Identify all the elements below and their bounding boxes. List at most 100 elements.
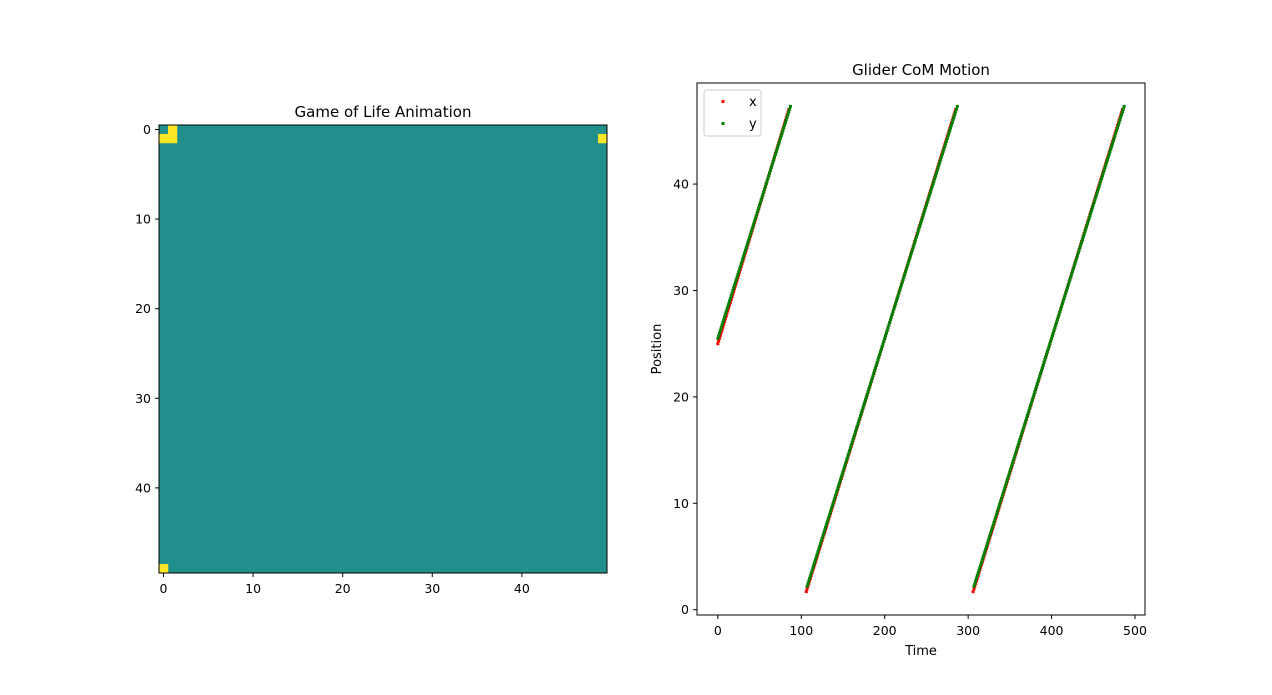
scatter-point-y <box>868 384 872 388</box>
scatter-point-y <box>733 283 737 287</box>
scatter-point-y <box>928 192 932 196</box>
scatter-point-y <box>784 118 788 122</box>
scatter-point-y <box>888 320 892 324</box>
scatter-point-y <box>863 400 867 404</box>
scatter-point-y <box>753 216 757 220</box>
scatter-point-y <box>922 211 926 215</box>
scatter-point-y <box>1001 491 1005 495</box>
scatter-point-y <box>884 334 888 338</box>
scatter-point-y <box>829 507 833 511</box>
scatter-point-y <box>747 238 751 242</box>
scatter-point-y <box>1093 198 1097 202</box>
scatter-point-y <box>838 480 842 484</box>
scatter-point-y <box>1054 323 1058 327</box>
scatter-point-y <box>920 216 924 220</box>
scatter-point-y <box>738 267 742 271</box>
scatter-point-y <box>1075 254 1079 258</box>
scatter-point-y <box>1061 299 1065 303</box>
scatter-point-y <box>1070 270 1074 274</box>
scatter-point-y <box>717 334 721 338</box>
scatter-point-y <box>934 174 938 178</box>
heatmap-y-tick-label: 30 <box>135 391 151 406</box>
scatter-point-y <box>972 584 976 588</box>
heatmap-x-tick-label: 20 <box>335 581 351 596</box>
scatter-point-y <box>860 408 864 412</box>
scatter-point-y <box>989 528 993 532</box>
scatter-point-y <box>939 155 943 159</box>
scatter-point-y <box>918 224 922 228</box>
scatter-point-y <box>938 160 942 164</box>
scatter-point-y <box>1090 206 1094 210</box>
scatter-point-y <box>924 206 928 210</box>
scatter-point-y <box>1040 368 1044 372</box>
scatter-point-y <box>728 296 732 300</box>
scatter-point-y <box>948 128 952 132</box>
scatter-point-y <box>782 126 786 130</box>
scatter-point-y <box>772 158 776 162</box>
scatter-point-y <box>1025 414 1029 418</box>
scatter-point-y <box>1100 176 1104 180</box>
scatter-point-y <box>1080 238 1084 242</box>
scatter-point-y <box>746 240 750 244</box>
scatter-point-y <box>1005 478 1009 482</box>
scatter-point-y <box>730 291 734 295</box>
scatter-point-y <box>865 392 869 396</box>
scatter-point-y <box>1035 382 1039 386</box>
scatter-point-y <box>877 355 881 359</box>
scatter-point-y <box>981 555 985 559</box>
scatter-point-y <box>1019 435 1023 439</box>
scatter-point-y <box>916 230 920 234</box>
scatter-point-y <box>748 232 752 236</box>
scatter-point-y <box>933 176 937 180</box>
scatter-point-y <box>1082 232 1086 236</box>
scatter-point-y <box>840 472 844 476</box>
scatter-point-y <box>1098 182 1102 186</box>
scatter-point-y <box>911 246 915 250</box>
scatter-point-y <box>1057 312 1061 316</box>
scatter-point-y <box>779 134 783 138</box>
scatter-point-y <box>1015 446 1019 450</box>
scatter-point-y <box>979 563 983 567</box>
scatter-point-y <box>929 190 933 194</box>
scatter-y-tick-label: 0 <box>681 602 689 617</box>
scatter-y-tick-label: 20 <box>673 389 689 404</box>
scatter-point-y <box>1010 464 1014 468</box>
scatter-point-y <box>726 304 730 308</box>
scatter-point-y <box>995 510 999 514</box>
scatter-point-y <box>871 374 875 378</box>
scatter-point-y <box>1028 406 1032 410</box>
scatter-point-y <box>1117 120 1121 124</box>
scatter-point-y <box>870 376 874 380</box>
scatter-point-y <box>1058 310 1062 314</box>
scatter-point-y <box>1060 302 1064 306</box>
scatter-point-y <box>1030 400 1034 404</box>
scatter-point-y <box>741 256 745 260</box>
scatter-point-y <box>1029 403 1033 407</box>
scatter-point-y <box>991 523 995 527</box>
scatter-point-y <box>1087 216 1091 220</box>
legend-x-marker <box>721 100 725 103</box>
scatter-point-y <box>954 110 958 114</box>
scatter-point-y <box>1046 347 1050 351</box>
scatter-point-y <box>885 328 889 332</box>
scatter-point-y <box>837 483 841 487</box>
scatter-point-y <box>874 366 878 370</box>
scatter-point-y <box>719 326 723 330</box>
scatter-point-y <box>1042 360 1046 364</box>
scatter-point-y <box>995 512 999 516</box>
scatter-point-y <box>892 307 896 311</box>
scatter-point-y <box>997 504 1001 508</box>
scatter-point-y <box>731 288 735 292</box>
scatter-point-y <box>883 336 887 340</box>
scatter-point-y <box>1113 134 1117 138</box>
scatter-point-y <box>816 550 820 554</box>
scatter-point-x <box>972 587 976 591</box>
scatter-point-y <box>718 331 722 335</box>
scatter-point-y <box>886 326 890 330</box>
heatmap-title: Game of Life Animation <box>295 103 472 121</box>
scatter-point-y <box>879 350 883 354</box>
scatter-point-y <box>1000 496 1004 500</box>
heatmap-y-tick-label: 40 <box>135 480 151 495</box>
scatter-point-y <box>939 158 943 162</box>
scatter-point-y <box>1048 342 1052 346</box>
